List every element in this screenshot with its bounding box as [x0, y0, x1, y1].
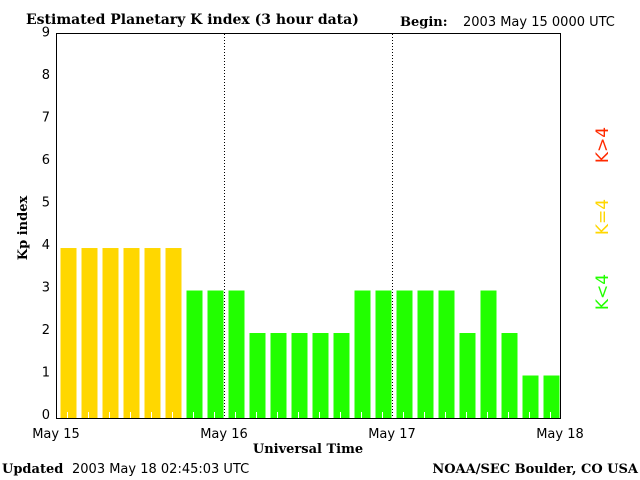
- y-tick-label: 6: [42, 153, 50, 168]
- begin-label: Begin:: [400, 15, 448, 30]
- kp-bar: [459, 333, 476, 418]
- y-axis-label: Kp index: [16, 196, 31, 261]
- plot-frame: [56, 33, 561, 419]
- kp-bar: [270, 333, 287, 418]
- legend-k-less-4: K<4: [593, 274, 613, 310]
- kp-bar: [375, 290, 392, 418]
- updated-value: 2003 May 18 02:45:03 UTC: [72, 462, 249, 477]
- legend-k-equal-4: K=4: [593, 199, 613, 235]
- kp-bar: [333, 333, 350, 418]
- kp-bar: [186, 290, 203, 418]
- x-tick-label: May 18: [536, 427, 584, 442]
- kp-bar: [291, 333, 308, 418]
- x-tick-label: May 15: [32, 427, 80, 442]
- kp-bar: [102, 248, 119, 418]
- kp-bar: [123, 248, 140, 418]
- y-tick-label: 4: [42, 238, 50, 253]
- y-tick-label: 9: [42, 26, 50, 41]
- y-tick-label: 8: [42, 68, 50, 83]
- kp-bar: [501, 333, 518, 418]
- kp-bar: [354, 290, 371, 418]
- y-tick-label: 5: [42, 196, 50, 211]
- kp-bar: [543, 375, 560, 418]
- kp-bar: [417, 290, 434, 418]
- x-tick-label: May 16: [200, 427, 248, 442]
- y-tick-label: 2: [42, 323, 50, 338]
- x-axis-label: Universal Time: [253, 442, 363, 457]
- kp-bar: [522, 375, 539, 418]
- kp-bar: [144, 248, 161, 418]
- y-tick-label: 7: [42, 111, 50, 126]
- y-tick-label: 0: [42, 408, 50, 423]
- kp-bar: [249, 333, 266, 418]
- updated-label: Updated: [2, 462, 63, 477]
- kp-bar: [228, 290, 245, 418]
- y-tick-label: 3: [42, 281, 50, 296]
- kp-bar: [396, 290, 413, 418]
- kp-bar: [438, 290, 455, 418]
- kp-bar: [480, 290, 497, 418]
- legend-k-greater-4: K>4: [593, 127, 613, 163]
- x-tick-label: May 17: [368, 427, 416, 442]
- kp-bar: [81, 248, 98, 418]
- begin-value: 2003 May 15 0000 UTC: [463, 15, 615, 30]
- kp-bar: [60, 248, 77, 418]
- chart-title: Estimated Planetary K index (3 hour data…: [26, 12, 359, 28]
- kp-bar: [165, 248, 182, 418]
- source-credit: NOAA/SEC Boulder, CO USA: [432, 462, 639, 477]
- kp-bar: [207, 290, 224, 418]
- y-tick-label: 1: [42, 366, 50, 381]
- kp-bar: [312, 333, 329, 418]
